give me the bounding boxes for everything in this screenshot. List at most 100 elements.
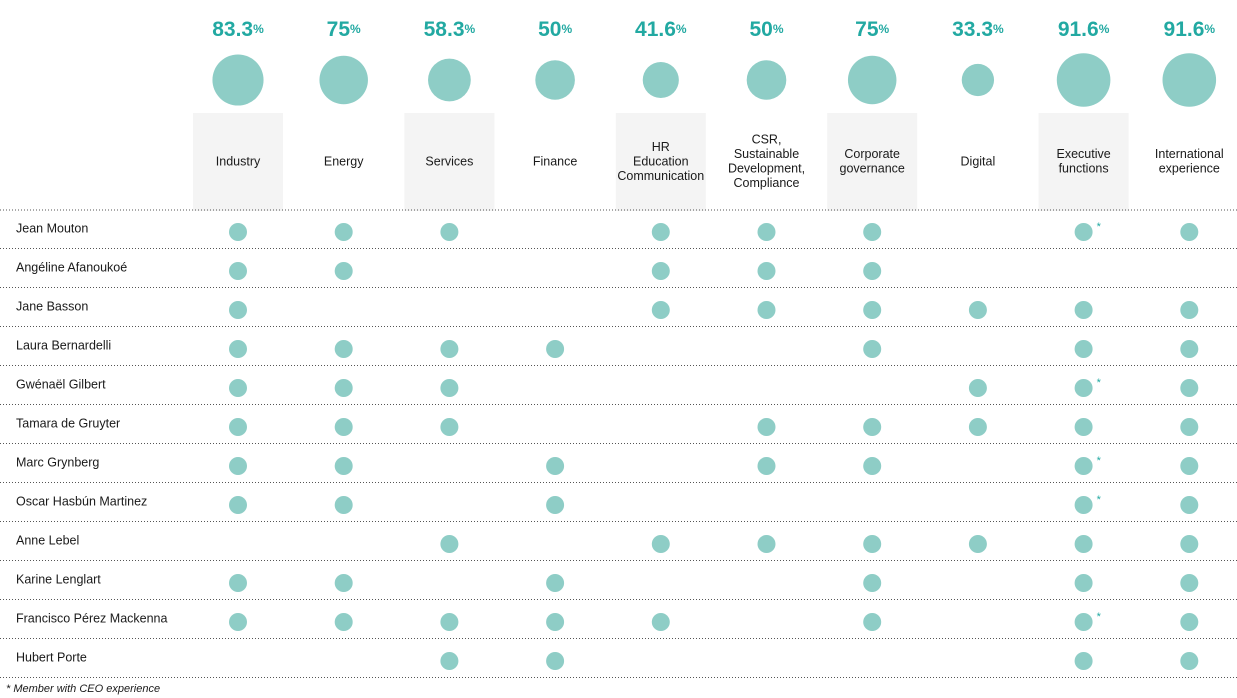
skill-dot [546, 574, 565, 592]
percent-value: 91.6 [1058, 18, 1099, 41]
percent-unit: % [676, 22, 687, 36]
percent-value: 33.3 [952, 18, 993, 41]
member-name: Marc Grynberg [16, 455, 99, 469]
skill-dot [1074, 340, 1093, 358]
column-label: functions [1059, 162, 1109, 176]
skill-dot [968, 301, 987, 319]
skill-dot [546, 613, 565, 631]
skill-dot [229, 613, 247, 631]
column-band [615, 113, 706, 211]
column-label: Industry [216, 154, 261, 168]
skill-dot [546, 496, 565, 514]
member-name: Angéline Afanoukoé [16, 260, 127, 274]
member-name: Francisco Pérez Mackenna [16, 611, 168, 625]
column-band [827, 113, 918, 211]
column-band [404, 113, 495, 211]
skill-dot [863, 418, 882, 436]
column-label: Finance [533, 154, 578, 168]
percent-label: 75% [327, 18, 361, 41]
skill-dot [1074, 379, 1093, 397]
skill-dot [1180, 379, 1199, 397]
percent-circle [428, 58, 471, 102]
percent-value: 75 [327, 18, 351, 41]
percent-unit: % [253, 22, 264, 36]
percent-unit: % [350, 22, 361, 36]
skill-dot [863, 613, 882, 631]
skill-dot [757, 418, 776, 436]
column-label: Compliance [733, 176, 799, 190]
skill-dot [863, 535, 882, 553]
skill-dot [757, 457, 776, 475]
percent-value: 58.3 [424, 18, 465, 41]
percent-label: 91.6% [1164, 18, 1216, 41]
skill-dot [651, 301, 670, 319]
column-label: Development, [728, 162, 805, 176]
percent-unit: % [993, 22, 1004, 36]
skill-dot [1180, 574, 1199, 592]
skill-dot [1180, 613, 1199, 631]
percent-label: 41.6% [635, 18, 687, 41]
percent-circle [319, 55, 368, 105]
column-label: Sustainable [734, 147, 799, 161]
skill-dot [1180, 418, 1199, 436]
skill-dot [1074, 613, 1093, 631]
skill-dot [863, 223, 882, 241]
column-label: Executive [1056, 147, 1110, 161]
column-label: CSR, [752, 133, 782, 147]
skill-dot [1180, 535, 1199, 553]
skill-dot [1180, 340, 1199, 358]
skill-dot [334, 223, 353, 241]
skill-dot [1074, 418, 1093, 436]
skill-dot [229, 418, 247, 436]
skill-dot [334, 574, 353, 592]
skill-dot [1074, 652, 1093, 670]
skill-dot [229, 379, 247, 397]
member-name: Anne Lebel [16, 533, 79, 547]
column-band [193, 113, 283, 211]
percent-circle [535, 60, 575, 100]
skill-dot [334, 613, 353, 631]
percent-circle [1162, 53, 1217, 107]
skill-dot [440, 223, 459, 241]
skill-dot [229, 496, 247, 514]
skill-dot [546, 457, 565, 475]
percent-value: 41.6 [635, 18, 676, 41]
skill-dot [440, 340, 459, 358]
skill-dot [1074, 535, 1093, 553]
skill-dot [229, 574, 247, 592]
member-name: Hubert Porte [16, 650, 87, 664]
skill-dot [651, 613, 670, 631]
column-label: governance [840, 162, 905, 176]
percent-circle [642, 61, 679, 99]
skill-dot [757, 535, 776, 553]
member-name: Karine Lenglart [16, 572, 101, 586]
percent-label: 75% [855, 18, 889, 41]
skill-dot [1074, 457, 1093, 475]
percent-label: 50% [538, 18, 572, 41]
skill-dot [968, 535, 987, 553]
skill-dot [334, 418, 353, 436]
column-label: Digital [961, 154, 996, 168]
percent-unit: % [1099, 22, 1110, 36]
skill-dot [968, 379, 987, 397]
skill-dot [863, 340, 882, 358]
skill-dot [440, 613, 459, 631]
skill-dot [1074, 496, 1093, 514]
skill-dot [546, 340, 565, 358]
skill-dot [757, 262, 776, 280]
percent-value: 50 [749, 18, 772, 41]
skill-dot [1180, 457, 1199, 475]
member-name: Jean Mouton [16, 221, 88, 235]
percent-label: 83.3% [212, 18, 264, 41]
skill-dot [757, 301, 776, 319]
skill-dot [1074, 301, 1093, 319]
percent-unit: % [879, 22, 890, 36]
footnote: * Member with CEO experience [6, 683, 160, 695]
percent-label: 58.3% [424, 18, 476, 41]
ceo-star: * [1097, 377, 1102, 389]
member-name: Gwénaël Gilbert [16, 377, 106, 391]
percent-circle [746, 60, 787, 100]
percent-unit: % [1204, 22, 1215, 36]
skill-dot [651, 535, 670, 553]
member-name: Tamara de Gruyter [16, 416, 120, 430]
